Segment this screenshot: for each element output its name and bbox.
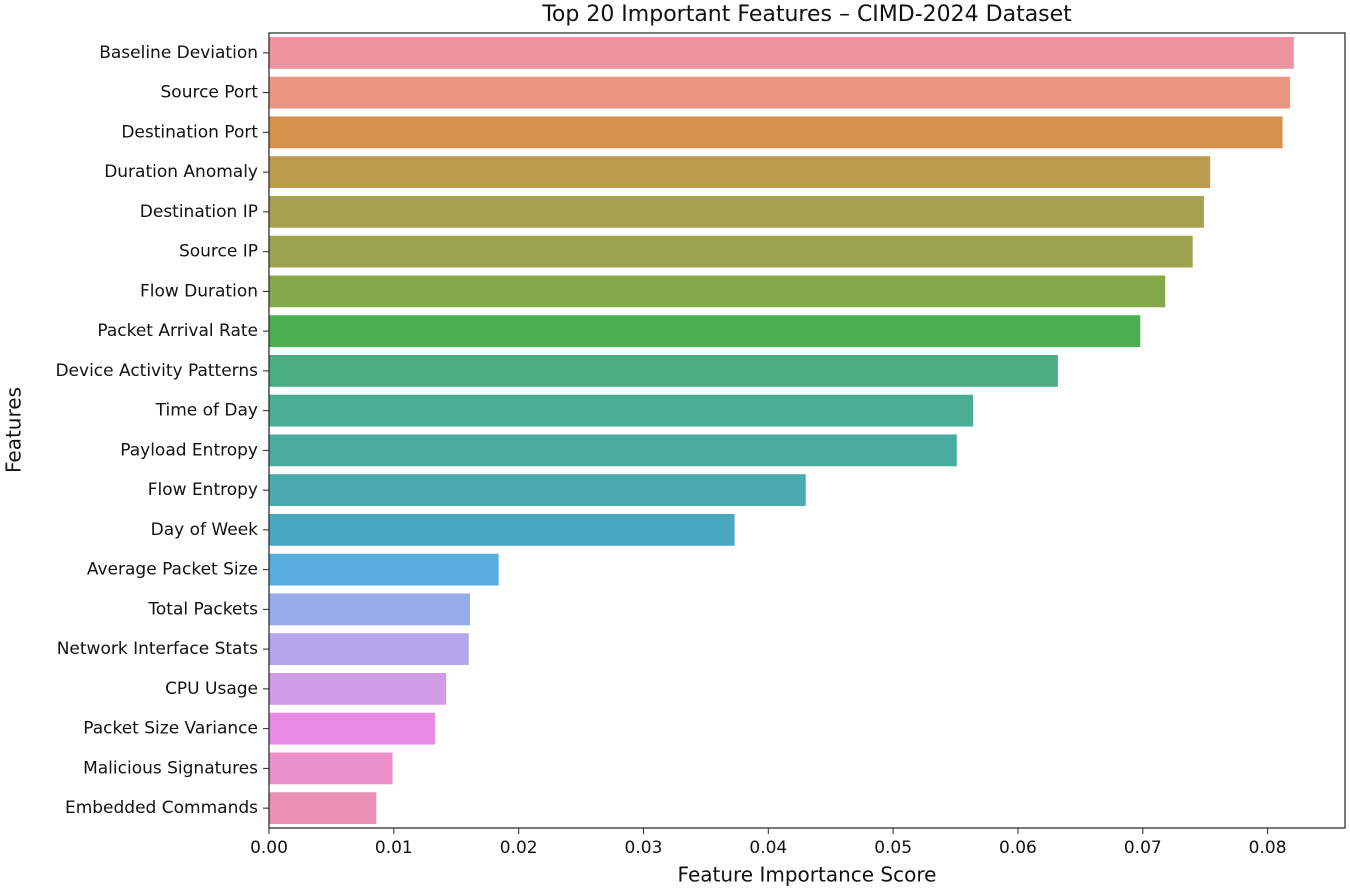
x-tick-label: 0.07 xyxy=(1124,838,1162,858)
x-tick-label: 0.04 xyxy=(749,838,787,858)
x-tick-label: 0.00 xyxy=(250,838,288,858)
bar xyxy=(269,553,499,586)
y-tick-label: Flow Duration xyxy=(140,281,258,301)
bar xyxy=(269,156,1211,189)
bar xyxy=(269,354,1058,387)
x-tick-label: 0.08 xyxy=(1249,838,1287,858)
y-tick-label: Embedded Commands xyxy=(65,798,258,818)
x-tick-label: 0.03 xyxy=(625,838,663,858)
bar xyxy=(269,633,469,666)
bar xyxy=(269,195,1204,228)
y-tick-label: Average Packet Size xyxy=(87,560,258,580)
y-tick-label: Device Activity Patterns xyxy=(55,361,258,381)
y-tick-label: Flow Entropy xyxy=(148,480,258,500)
x-axis-label: Feature Importance Score xyxy=(678,863,937,887)
y-tick-label: Day of Week xyxy=(151,520,258,540)
y-tick-label: Source IP xyxy=(179,242,258,262)
y-tick-label: Destination IP xyxy=(140,202,258,222)
y-tick-label: Malicious Signatures xyxy=(83,758,258,778)
bar xyxy=(269,792,377,825)
bar xyxy=(269,116,1283,149)
x-tick-label: 0.05 xyxy=(874,838,912,858)
bar xyxy=(269,752,393,785)
x-tick-label: 0.06 xyxy=(999,838,1037,858)
x-tick-label: 0.01 xyxy=(375,838,413,858)
bar xyxy=(269,275,1166,308)
bar xyxy=(269,394,974,427)
bar xyxy=(269,513,735,546)
bar xyxy=(269,235,1193,268)
bar xyxy=(269,434,957,467)
bar xyxy=(269,672,447,705)
bar xyxy=(269,36,1294,69)
y-tick-label: Source Port xyxy=(161,83,259,103)
chart-title: Top 20 Important Features – CIMD-2024 Da… xyxy=(541,2,1072,27)
y-tick-label: Payload Entropy xyxy=(120,440,258,460)
y-tick-label: Packet Size Variance xyxy=(83,719,258,739)
bar xyxy=(269,593,470,626)
y-tick-label: Destination Port xyxy=(121,122,258,142)
bar xyxy=(269,76,1291,109)
y-tick-label: Baseline Deviation xyxy=(99,43,258,63)
y-tick-label: Duration Anomaly xyxy=(104,162,258,182)
y-tick-label: CPU Usage xyxy=(165,679,258,699)
y-tick-label: Time of Day xyxy=(155,401,258,421)
x-tick-label: 0.02 xyxy=(500,838,538,858)
bar xyxy=(269,712,436,745)
y-tick-label: Total Packets xyxy=(147,599,258,619)
plot-frame xyxy=(268,32,1346,829)
y-tick-label: Network Interface Stats xyxy=(57,639,258,659)
bar xyxy=(269,315,1141,348)
y-tick-label: Packet Arrival Rate xyxy=(97,321,258,341)
bar xyxy=(269,474,806,507)
y-axis-label: Features xyxy=(2,387,26,473)
